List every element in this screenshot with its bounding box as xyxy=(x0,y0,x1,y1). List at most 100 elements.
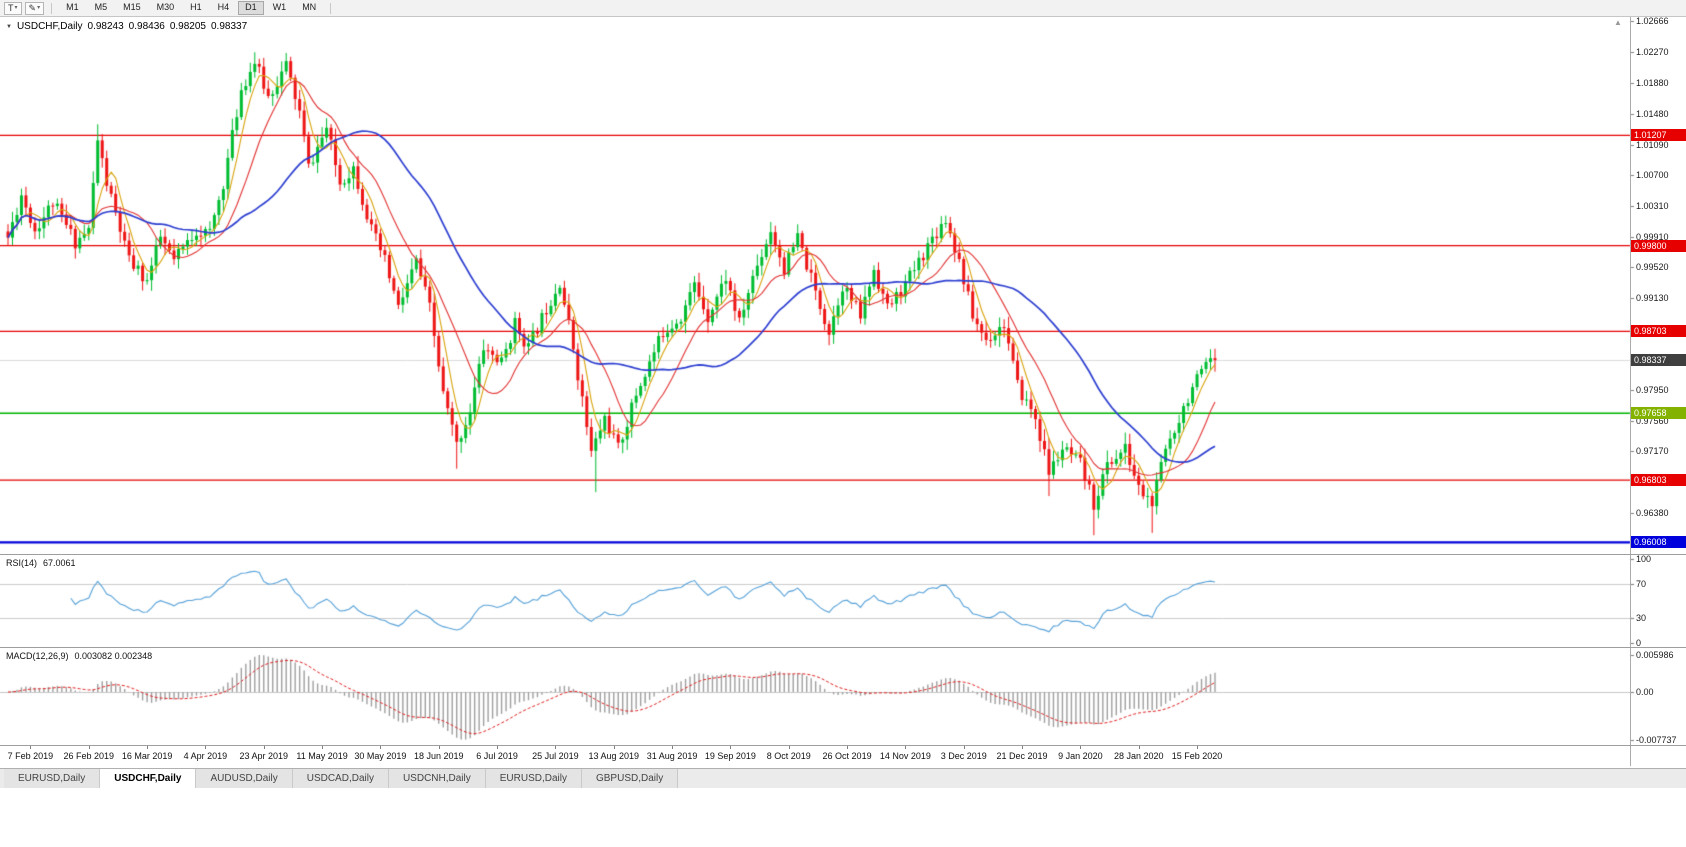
timeframe-button-mn[interactable]: MN xyxy=(302,2,317,13)
date-tick xyxy=(1022,746,1024,749)
date-tick xyxy=(438,746,440,749)
date-tick xyxy=(847,746,849,749)
date-label: 6 Jul 2019 xyxy=(476,751,518,761)
panel-separator[interactable] xyxy=(0,554,1686,555)
templates-button[interactable]: T ▾ xyxy=(4,1,22,15)
date-label: 26 Feb 2019 xyxy=(63,751,115,761)
date-tick xyxy=(1197,746,1199,749)
date-tick xyxy=(263,746,265,749)
price-axis-label: 1.02666 xyxy=(1636,17,1669,27)
chart-tab-usdcad-daily[interactable]: USDCAD,Daily xyxy=(292,769,389,788)
macd-label: MACD(12,26,9) xyxy=(6,651,69,661)
drawing-tool-button[interactable]: ✎ ▾ xyxy=(24,1,45,15)
price-axis-label: 0.97560 xyxy=(1636,415,1669,426)
date-tick xyxy=(147,746,149,749)
chart-tab-usdchf-daily[interactable]: USDCHF,Daily xyxy=(100,769,197,788)
date-label: 23 Apr 2019 xyxy=(239,751,289,761)
pencil-icon: ✎ xyxy=(28,2,37,13)
macd-header: MACD(12,26,9) 0.003082 0.002348 xyxy=(6,651,152,661)
macd-axis-label: 0.00 xyxy=(1636,687,1654,697)
date-tick xyxy=(963,746,965,749)
date-label: 11 May 2019 xyxy=(296,751,348,761)
date-tick xyxy=(788,746,790,749)
resistance-price-tag-4: 0.96803 xyxy=(1631,474,1686,487)
chart-tab-eurusd-daily[interactable]: EURUSD,Daily xyxy=(485,769,582,788)
timeframe-button-h1[interactable]: H1 xyxy=(190,2,202,13)
price-axis-label: 0.99520 xyxy=(1636,262,1669,273)
date-label: 26 Oct 2019 xyxy=(822,751,872,761)
date-tick xyxy=(88,746,90,749)
chart-tabs-bar: EURUSD,Daily USDCHF,Daily AUDUSD,Daily USDC… xyxy=(0,768,1686,788)
date-label: 9 Jan 2020 xyxy=(1058,751,1103,761)
rsi-value: 67.0061 xyxy=(43,558,76,568)
main-chart-panel[interactable]: ▼ USDCHF,Daily 0.98243 0.98436 0.98205 0… xyxy=(0,17,1686,554)
macd-axis-label: 0.005986 xyxy=(1636,650,1674,660)
chart-tab-audusd-daily[interactable]: AUDUSD,Daily xyxy=(196,769,293,788)
chart-shift-marker[interactable]: ▲ xyxy=(1614,18,1622,27)
timeframe-buttons: M1 M5 M15 M30 H1 H4 D1 W1 MN xyxy=(59,1,323,15)
date-label: 18 Jun 2019 xyxy=(413,751,464,761)
macd-values: 0.003082 0.002348 xyxy=(74,651,153,661)
support-price-tag: 0.97658 xyxy=(1631,407,1686,420)
date-tick xyxy=(672,746,674,749)
price-axis-label: 0.99130 xyxy=(1636,293,1669,304)
price-axis-separator xyxy=(1630,17,1631,766)
toolbar-separator xyxy=(51,2,53,14)
date-label: 3 Dec 2019 xyxy=(940,751,987,761)
panel-separator[interactable] xyxy=(0,647,1686,648)
ohlc-open: 0.98243 xyxy=(87,21,124,32)
macd-canvas[interactable] xyxy=(0,648,1686,745)
chart-tab-gbpusd-daily[interactable]: GBPUSD,Daily xyxy=(581,769,679,788)
rsi-canvas[interactable] xyxy=(0,555,1686,647)
date-label: 4 Apr 2019 xyxy=(183,751,228,761)
resistance-price-tag-3: 0.98703 xyxy=(1631,325,1686,338)
chart-header: ▼ USDCHF,Daily 0.98243 0.98436 0.98205 0… xyxy=(6,21,247,32)
price-axis-label: 1.01090 xyxy=(1636,139,1669,150)
price-chart-canvas[interactable] xyxy=(0,17,1686,554)
date-tick xyxy=(205,746,207,749)
rsi-panel[interactable]: RSI(14) 67.0061 100 70 30 0 xyxy=(0,555,1686,647)
date-label: 14 Nov 2019 xyxy=(879,751,931,761)
ohlc-low: 0.98205 xyxy=(169,21,206,32)
date-tick xyxy=(380,746,382,749)
ohlc-close: 0.98337 xyxy=(210,21,248,32)
date-tick xyxy=(613,746,615,749)
date-tick xyxy=(905,746,907,749)
blue-level-price-tag: 0.96008 xyxy=(1631,536,1686,549)
ohlc-high: 0.98436 xyxy=(128,21,165,32)
date-label: 8 Oct 2019 xyxy=(766,751,811,761)
chart-tab-eurusd-daily[interactable]: EURUSD,Daily xyxy=(4,769,101,788)
timeframe-button-w1[interactable]: W1 xyxy=(272,2,287,13)
date-label: 25 Jul 2019 xyxy=(532,751,579,761)
chart-tab-usdcnh-daily[interactable]: USDCNH,Daily xyxy=(388,769,486,788)
timeframe-button-m5[interactable]: M5 xyxy=(94,2,108,13)
rsi-header: RSI(14) 67.0061 xyxy=(6,558,76,568)
price-axis-label: 0.97950 xyxy=(1636,385,1669,396)
timeframe-button-m1[interactable]: M1 xyxy=(66,2,79,13)
timeframe-button-m15[interactable]: M15 xyxy=(123,2,141,13)
timeframe-button-m30[interactable]: M30 xyxy=(156,2,175,13)
date-label: 19 Sep 2019 xyxy=(704,751,756,761)
price-axis-label: 1.00700 xyxy=(1636,170,1669,181)
chevron-down-icon: ▾ xyxy=(37,5,41,11)
chevron-down-icon: ▾ xyxy=(14,5,18,11)
rsi-axis-label: 70 xyxy=(1636,579,1647,590)
chart-symbol: USDCHF,Daily xyxy=(16,21,83,32)
macd-panel[interactable]: MACD(12,26,9) 0.003082 0.002348 0.005986… xyxy=(0,648,1686,745)
panel-separator xyxy=(0,745,1686,746)
date-label: 16 Mar 2019 xyxy=(121,751,173,761)
timeframe-toolbar: T ▾ ✎ ▾ M1 M5 M15 M30 H1 H4 D1 W1 MN xyxy=(0,0,1686,17)
date-tick xyxy=(1080,746,1082,749)
timeframe-button-h4[interactable]: H4 xyxy=(217,2,230,13)
price-axis-label: 0.97170 xyxy=(1636,446,1669,457)
date-label: 7 Feb 2019 xyxy=(7,751,54,761)
price-axis-label: 0.99910 xyxy=(1636,231,1669,242)
price-axis-label: 1.01880 xyxy=(1636,77,1669,88)
rsi-axis-label: 100 xyxy=(1636,555,1652,564)
date-label: 31 Aug 2019 xyxy=(646,751,698,761)
timeframe-button-d1[interactable]: D1 xyxy=(238,1,264,15)
symbol-dropdown-icon[interactable]: ▼ xyxy=(6,23,12,30)
date-axis: 7 Feb 2019 26 Feb 2019 16 Mar 2019 4 Apr 20… xyxy=(0,746,1686,766)
rsi-axis-label: 0 xyxy=(1636,638,1642,647)
